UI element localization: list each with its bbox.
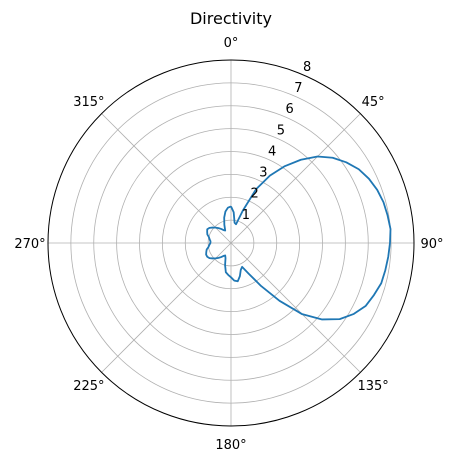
chart-title: Directivity [190,9,272,28]
radial-tick-label-5: 5 [277,123,285,138]
angular-gridline-225 [101,242,232,373]
angle-tick-label-45: 45° [362,95,385,110]
angle-tick-label-135: 135° [357,379,388,394]
radial-tick-label-2: 2 [251,187,259,202]
radial-tick-label-6: 6 [286,102,294,117]
angle-tick-label-0: 0° [224,36,239,51]
angular-gridline-315 [101,113,232,244]
angle-tick-label-90: 90° [420,237,443,252]
angle-tick-label-270: 270° [14,237,45,252]
angular-gridline-45 [230,113,361,244]
polar-spine [47,59,415,427]
series-layer [205,155,392,321]
angle-tick-label-315: 315° [73,95,104,110]
radial-tick-label-4: 4 [268,144,276,159]
angle-tick-labels: 0° 45° 90° 135° 180° 225° 270° 315° [14,36,443,453]
radial-tick-label-8: 8 [303,60,311,75]
polar-grid [48,60,414,426]
radial-tick-label-7: 7 [294,81,302,96]
angular-gridline-135 [230,242,361,373]
radial-tick-label-1: 1 [242,208,250,223]
angle-tick-label-180: 180° [215,438,246,453]
outer-spine-circle [47,59,415,427]
radial-tick-label-3: 3 [259,166,267,181]
series-line-0 [205,155,392,321]
angle-tick-label-225: 225° [73,379,104,394]
